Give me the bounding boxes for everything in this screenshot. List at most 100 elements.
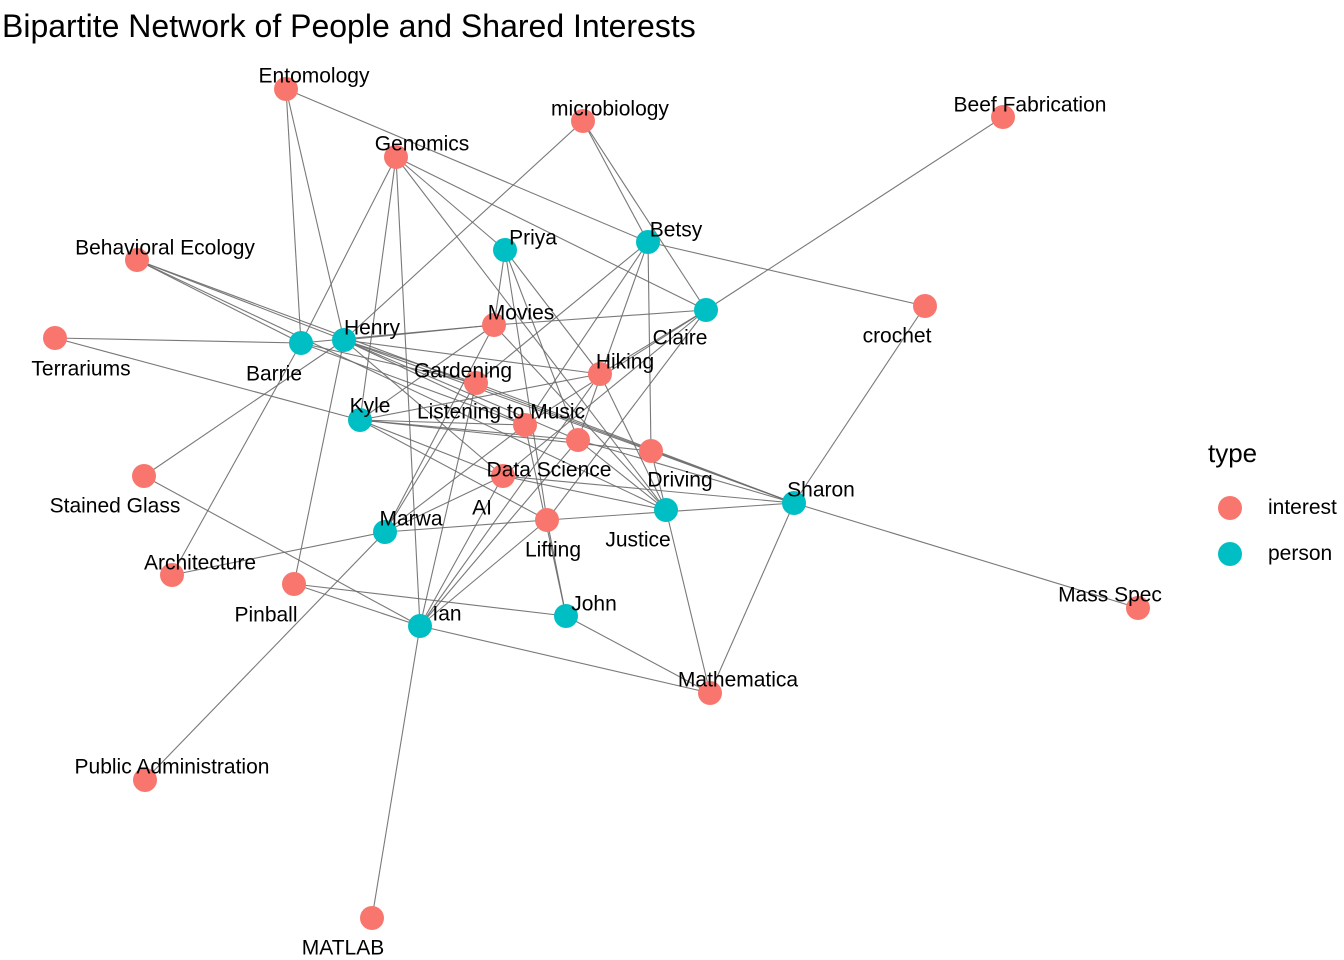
node-data-science	[566, 428, 590, 452]
edge-ian-genomics	[395, 156, 421, 627]
node-label-gardening: Gardening	[414, 360, 512, 383]
edge-sharon-ai	[502, 475, 795, 504]
edge-betsy-data-science	[577, 241, 649, 441]
node-behavioral-ecology	[125, 248, 149, 272]
edge-betsy-listening-to-music	[524, 241, 649, 426]
node-layer	[43, 77, 1150, 930]
edge-henry-microbiology	[343, 120, 584, 341]
edge-justice-data-science	[577, 439, 667, 511]
edge-barrie-genomics	[300, 156, 397, 344]
node-label-matlab: MATLAB	[302, 937, 384, 960]
node-entomology	[274, 77, 298, 101]
node-label-behavioral-ecology: Behavioral Ecology	[75, 237, 255, 260]
node-label-mathematica: Mathematica	[678, 669, 799, 692]
edge-justice-ai	[502, 475, 667, 511]
node-label-crochet: crochet	[863, 325, 932, 348]
node-label-entomology: Entomology	[259, 65, 370, 88]
legend-title: type	[1208, 438, 1258, 468]
edge-barrie-terrariums	[54, 337, 302, 344]
node-mathematica	[698, 681, 722, 705]
legend-label-interest: interest	[1268, 496, 1337, 519]
edge-kyle-listening-to-music	[359, 419, 526, 426]
node-john	[554, 604, 578, 628]
edge-justice-hiking	[599, 373, 667, 511]
edge-priya-movies	[493, 249, 506, 326]
edge-justice-genomics	[395, 156, 667, 511]
node-label-ai: AI	[472, 497, 492, 520]
node-label-john: John	[571, 593, 617, 616]
node-ian	[408, 614, 432, 638]
node-henry	[332, 328, 356, 352]
node-movies	[482, 313, 506, 337]
legend-label-person: person	[1268, 542, 1333, 565]
node-genomics	[384, 145, 408, 169]
edge-henry-data-science	[343, 339, 579, 441]
edge-kyle-movies	[359, 324, 495, 421]
edge-claire-microbiology	[582, 120, 707, 311]
label-layer: Entomology microbiology Beef Fabrication Ge…	[31, 65, 1162, 960]
edge-betsy-gardening	[475, 241, 649, 384]
edge-sharon-data-science	[577, 439, 795, 504]
node-public-administration	[133, 768, 157, 792]
legend-item-interest: interest	[1208, 485, 1337, 531]
edge-henry-stained-glass	[143, 339, 345, 477]
edge-ian-data-science	[419, 439, 579, 627]
edge-henry-ai	[343, 339, 504, 477]
node-hiking	[588, 362, 612, 386]
node-architecture	[160, 563, 184, 587]
node-stained-glass	[132, 464, 156, 488]
edge-ian-pinball	[293, 583, 421, 627]
node-matlab	[360, 906, 384, 930]
node-label-claire: Claire	[653, 327, 708, 350]
edge-barrie-architecture	[171, 342, 302, 576]
edge-priya-lifting	[504, 249, 548, 521]
node-label-listening-to-music: Listening to Music	[417, 401, 585, 424]
node-ai	[491, 464, 515, 488]
edge-sharon-driving	[650, 450, 795, 504]
edge-justice-behavioral-ecology	[136, 259, 667, 511]
node-pinball	[282, 572, 306, 596]
node-crochet	[913, 294, 937, 318]
node-label-driving: Driving	[647, 469, 712, 492]
edge-claire-movies	[493, 309, 707, 326]
edge-betsy-crochet	[647, 241, 926, 307]
node-label-ian: Ian	[432, 603, 461, 626]
edge-sharon-crochet	[793, 305, 926, 504]
edge-betsy-microbiology	[582, 120, 649, 243]
node-label-henry: Henry	[344, 317, 401, 340]
edge-barrie-entomology	[285, 88, 302, 344]
node-microbiology	[571, 109, 595, 133]
edge-entomology-betsy	[285, 88, 649, 243]
edge-kyle-terrariums	[54, 337, 361, 421]
node-label-hiking: Hiking	[596, 351, 654, 374]
node-label-pinball: Pinball	[234, 604, 297, 627]
node-terrariums	[43, 326, 67, 350]
node-label-beef-fabrication: Beef Fabrication	[954, 94, 1107, 117]
edge-kyle-hiking	[359, 373, 601, 421]
node-label-microbiology: microbiology	[551, 98, 669, 121]
edge-kyle-lifting	[359, 419, 548, 521]
node-label-genomics: Genomics	[375, 133, 470, 156]
node-beef-fabrication	[991, 105, 1015, 129]
node-barrie	[289, 331, 313, 355]
edge-marwa-listening-to-music	[384, 424, 526, 533]
node-label-data-science: Data Science	[487, 459, 612, 482]
node-claire	[694, 298, 718, 322]
node-label-mass-spec: Mass Spec	[1058, 584, 1162, 607]
legend-dot-person	[1218, 542, 1242, 566]
legend: type interest person	[1208, 438, 1337, 577]
edge-henry-listening-to-music	[343, 339, 526, 426]
edge-kyle-ai	[359, 419, 504, 477]
edge-claire-lifting	[546, 309, 707, 521]
node-label-sharon: Sharon	[787, 479, 855, 502]
node-label-barrie: Barrie	[246, 363, 302, 386]
edge-layer	[54, 88, 1139, 919]
edge-priya-data-science	[504, 249, 579, 441]
node-lifting	[535, 508, 559, 532]
edge-henry-entomology	[285, 88, 345, 341]
node-label-marwa: Marwa	[379, 508, 442, 531]
edge-justice-movies	[493, 324, 667, 511]
node-label-lifting: Lifting	[525, 539, 581, 562]
edge-henry-hiking	[343, 339, 601, 375]
edge-betsy-driving	[647, 241, 652, 452]
